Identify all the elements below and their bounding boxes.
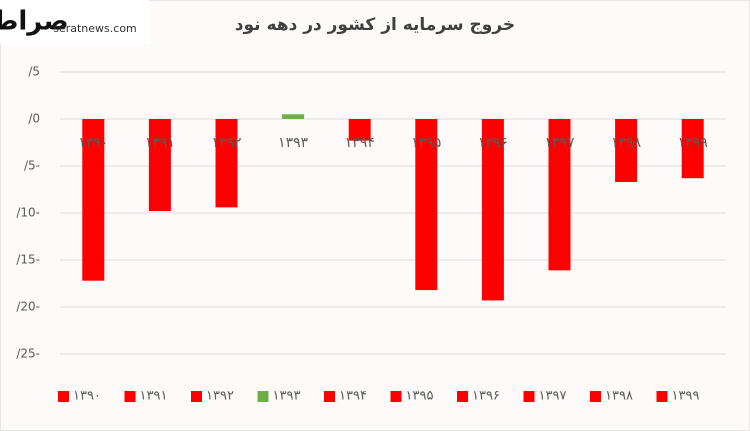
legend-swatch xyxy=(191,391,202,402)
legend-swatch xyxy=(390,391,402,402)
x-tick-label: ۱۳۹۹ xyxy=(678,135,708,151)
legend-label: ۱۳۹۲ xyxy=(206,389,234,404)
bar xyxy=(615,119,638,182)
legend-swatch xyxy=(324,391,335,402)
legend-label: ۱۳۹۳ xyxy=(273,389,301,404)
x-tick-label: ۱۳۹۸ xyxy=(611,135,642,151)
legend-swatch xyxy=(257,391,269,402)
x-tick-label: ۱۳۹۴ xyxy=(345,135,375,151)
legend-label: ۱۳۹۱ xyxy=(140,389,168,404)
legend-swatch xyxy=(523,391,535,402)
legend-label: ۱۳۹۰ xyxy=(73,389,101,404)
bar xyxy=(348,119,371,141)
bar xyxy=(282,114,305,119)
bar xyxy=(548,119,571,271)
bar xyxy=(82,119,105,281)
legend-label: ۱۳۹۷ xyxy=(539,389,567,404)
y-tick-label: /0 xyxy=(28,112,40,126)
legend-label: ۱۳۹۶ xyxy=(472,389,500,404)
bar xyxy=(215,119,238,208)
logo: صراط xyxy=(0,7,69,37)
y-tick-label: /20- xyxy=(16,300,40,314)
x-tick-label: ۱۳۹۰ xyxy=(78,135,108,151)
x-tick-label: ۱۳۹۵ xyxy=(411,135,441,151)
legend-swatch xyxy=(124,391,136,402)
legend-label: ۱۳۹۸ xyxy=(605,389,633,404)
x-tick-label: ۱۳۹۱ xyxy=(145,135,175,151)
legend-label: ۱۳۹۵ xyxy=(406,389,434,404)
x-tick-label: ۱۳۹۷ xyxy=(544,135,575,151)
y-tick-label: /15- xyxy=(16,253,40,267)
legend-label: ۱۳۹۴ xyxy=(339,389,367,404)
logo-box xyxy=(0,0,150,44)
chart-title: خروج سرمایه از کشور در دهه نود xyxy=(235,15,515,35)
legend-swatch xyxy=(58,391,69,402)
x-tick-label: ۱۳۹۲ xyxy=(211,135,241,151)
bar xyxy=(415,119,438,291)
x-tick-label: ۱۳۹۶ xyxy=(478,135,508,151)
bar xyxy=(148,119,171,212)
y-tick-label: /10- xyxy=(16,206,40,220)
legend-swatch xyxy=(656,391,668,402)
legend-label: ۱۳۹۹ xyxy=(672,389,700,404)
bar xyxy=(681,119,704,179)
bar xyxy=(481,119,504,301)
y-tick-label: /5 xyxy=(28,65,40,79)
legend-swatch xyxy=(590,391,601,402)
legend-swatch xyxy=(457,391,468,402)
site: seratnews.com xyxy=(53,22,137,35)
y-tick-label: /5- xyxy=(24,159,40,173)
x-tick-label: ۱۳۹۳ xyxy=(278,135,309,151)
y-tick-label: /25- xyxy=(16,347,40,361)
